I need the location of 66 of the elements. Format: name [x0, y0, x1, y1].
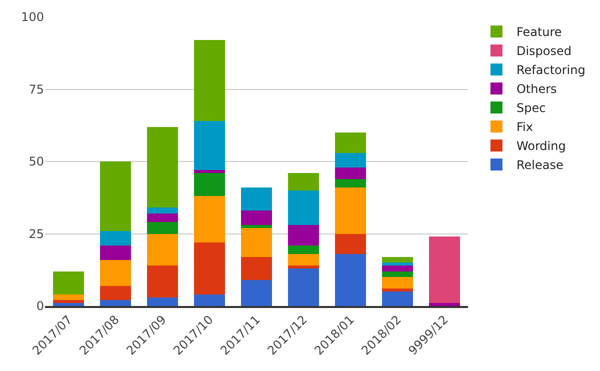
bar — [100, 230, 131, 246]
bar — [382, 256, 413, 263]
bar — [147, 214, 178, 222]
bar — [382, 262, 413, 266]
bar — [382, 266, 413, 272]
legend-label: Spec — [516, 101, 546, 116]
bar — [194, 173, 225, 196]
bar — [382, 292, 413, 306]
bar — [335, 178, 366, 188]
bar — [382, 277, 413, 289]
bar — [194, 196, 225, 242]
bar — [288, 266, 319, 268]
bar — [241, 188, 272, 211]
bar — [288, 268, 319, 306]
legend-label: Release — [516, 158, 564, 172]
bar — [335, 167, 366, 179]
bar — [53, 303, 84, 306]
legend-label: Others — [516, 82, 557, 96]
bar — [241, 210, 272, 226]
bar — [194, 40, 225, 122]
bar — [53, 300, 84, 304]
legend-label: Refactoring — [516, 63, 586, 78]
bar — [382, 271, 413, 278]
bar — [100, 245, 131, 260]
y-tick-label: 25 — [28, 226, 44, 241]
bar — [241, 225, 272, 228]
bar — [147, 208, 178, 214]
bar — [288, 245, 319, 254]
bar — [241, 228, 272, 257]
y-tick-label: 50 — [28, 154, 44, 169]
bar — [288, 225, 319, 246]
bar — [53, 271, 84, 294]
legend-label: Disposed — [516, 44, 572, 58]
bar — [53, 294, 84, 300]
bar — [100, 300, 131, 306]
bar — [147, 266, 178, 298]
bar — [335, 152, 366, 168]
legend-label: Wording — [516, 139, 566, 154]
bar — [194, 170, 225, 174]
bar — [100, 162, 131, 231]
y-tick-label: 75 — [28, 82, 44, 96]
bar — [241, 280, 272, 306]
legend-label: Fix — [516, 120, 533, 134]
bar — [429, 236, 460, 304]
bar — [147, 234, 178, 266]
legend-label: Feature — [516, 25, 562, 40]
bar — [147, 297, 178, 306]
bar — [194, 242, 225, 294]
bar — [335, 188, 366, 234]
bar — [100, 286, 131, 300]
bar — [288, 190, 319, 226]
bar — [335, 234, 366, 254]
bar — [147, 126, 178, 208]
bar — [429, 303, 460, 306]
bar — [241, 256, 272, 280]
bar — [194, 294, 225, 306]
bar — [194, 121, 225, 170]
bar — [288, 254, 319, 266]
y-tick-label: 100 — [21, 10, 44, 24]
bar — [335, 254, 366, 306]
bar — [288, 173, 319, 190]
bar — [147, 222, 178, 234]
y-tick-label: 0 — [36, 299, 44, 314]
bar — [335, 132, 366, 153]
bar — [100, 260, 131, 286]
bar — [382, 288, 413, 292]
